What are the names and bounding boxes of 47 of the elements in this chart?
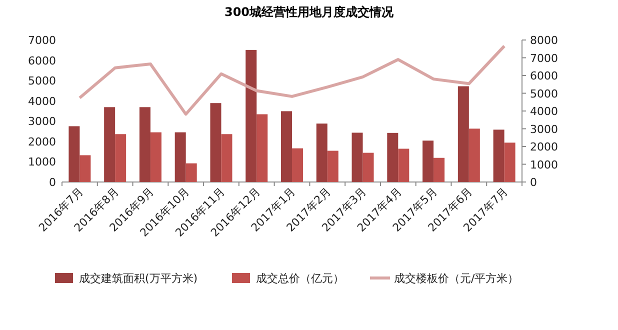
bar — [422, 140, 434, 182]
y-tick-label: 5000 — [28, 74, 56, 88]
y2-tick-label: 2000 — [530, 140, 558, 154]
legend-label: 成交总价（亿元） — [256, 272, 344, 285]
bar — [68, 126, 80, 182]
y2-tick-label: 1000 — [530, 158, 558, 172]
y-tick-label: 6000 — [28, 54, 56, 68]
bar — [458, 86, 469, 182]
bar — [316, 124, 328, 182]
bar — [174, 132, 186, 182]
y2-tick-label: 4000 — [530, 105, 558, 118]
bar — [210, 103, 222, 182]
bar — [256, 114, 268, 182]
bar — [352, 132, 363, 182]
y2-tick-label: 5000 — [530, 87, 558, 100]
bar — [493, 130, 504, 182]
bar — [150, 132, 162, 182]
y2-tick-label: 8000 — [530, 34, 558, 47]
bar — [186, 163, 197, 182]
bar — [327, 150, 338, 182]
bar — [398, 148, 410, 182]
bar — [80, 155, 91, 182]
y-tick-label: 0 — [49, 176, 56, 189]
y-tick-label: 1000 — [28, 156, 56, 169]
bar — [246, 50, 257, 182]
bar — [387, 132, 398, 182]
bar — [221, 134, 232, 182]
y-tick-label: 7000 — [28, 34, 56, 47]
bar — [504, 142, 516, 182]
y-tick-label: 3000 — [28, 115, 56, 128]
bar — [281, 111, 292, 182]
bar — [362, 152, 374, 182]
legend-label: 成交楼板价（元/平方米） — [394, 272, 519, 285]
legend-label: 成交建筑面积(万平方米) — [79, 272, 198, 285]
bar — [115, 134, 126, 182]
y-tick-label: 4000 — [28, 94, 56, 108]
y2-tick-label: 3000 — [530, 122, 558, 136]
bar — [104, 107, 116, 182]
y2-tick-label: 6000 — [530, 70, 558, 82]
bar — [468, 128, 480, 182]
bar — [139, 107, 150, 182]
y2-tick-label: 7000 — [530, 52, 558, 65]
chart-title: 300城经营性用地月度成交情况 — [224, 5, 395, 19]
bar — [434, 158, 445, 182]
y-tick-label: 2000 — [28, 135, 56, 148]
y2-tick-label: 0 — [530, 176, 537, 189]
bar — [292, 148, 303, 182]
